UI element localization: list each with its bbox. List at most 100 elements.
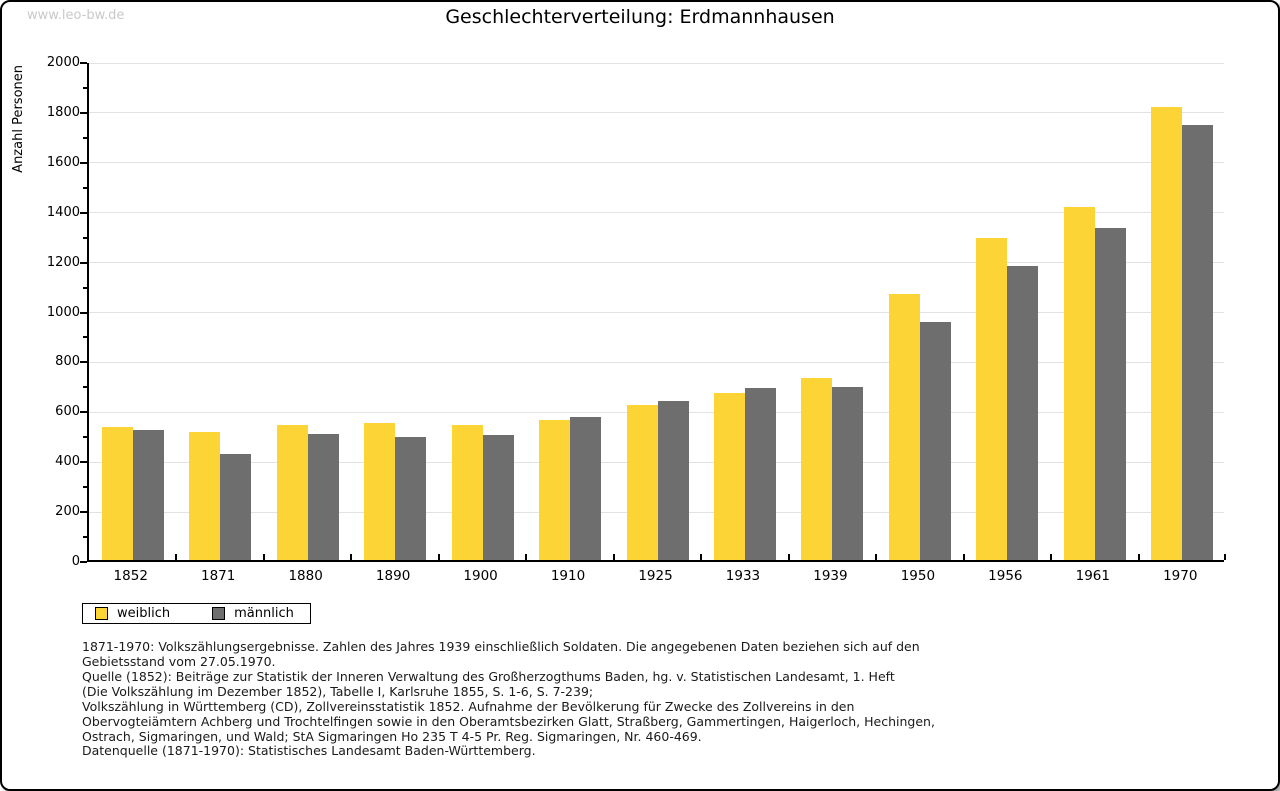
y-axis-tick (80, 111, 87, 114)
bar-weiblich (626, 404, 658, 560)
bar-männlich (919, 321, 951, 560)
x-tick-label: 1880 (288, 568, 323, 584)
x-tick-label: 1852 (113, 568, 148, 584)
bar-weiblich (888, 294, 920, 560)
bar-männlich (1007, 266, 1039, 560)
gridline (89, 262, 1224, 264)
footnote-line: 1871-1970: Volkszählungsergebnisse. Zahl… (82, 639, 920, 654)
bar-weiblich (101, 426, 133, 560)
y-tick-label: 1400 (46, 204, 80, 220)
footnote-line: Gebietsstand vom 27.05.1970. (82, 654, 276, 669)
y-axis-tick (80, 511, 87, 514)
gridline (89, 162, 1224, 164)
gridline (89, 212, 1224, 214)
bar-männlich (482, 434, 514, 560)
x-tick-label: 1950 (900, 568, 936, 584)
y-tick-label: 400 (55, 454, 80, 470)
legend-swatch-weiblich (95, 607, 108, 620)
bar-männlich (395, 437, 427, 560)
y-axis-tick (80, 261, 87, 264)
y-axis-tick (80, 211, 87, 214)
x-axis-tick (350, 554, 353, 560)
y-axis-minor-tick (83, 436, 87, 439)
x-axis-tick (962, 554, 965, 560)
bar-männlich (832, 386, 864, 560)
y-tick-label: 1200 (46, 254, 80, 270)
y-axis-tick (80, 311, 87, 314)
x-tick-label: 1910 (550, 568, 586, 584)
y-axis-tick (80, 161, 87, 164)
bar-männlich (1094, 228, 1126, 560)
y-axis-tick (80, 461, 87, 464)
legend-label: männlich (234, 606, 294, 621)
gridline (89, 112, 1224, 114)
x-tick-label: 1871 (201, 568, 236, 584)
bar-weiblich (801, 378, 833, 560)
bar-männlich (132, 430, 164, 560)
x-axis-tick (1224, 554, 1226, 560)
y-axis-tick (80, 411, 87, 414)
bar-weiblich (976, 238, 1008, 560)
y-axis-minor-tick (83, 136, 87, 139)
y-axis-minor-tick (83, 286, 87, 289)
legend-item: weiblich (95, 606, 170, 621)
footnote-line: Ostrach, Sigmaringen, und Wald; StA Sigm… (82, 729, 702, 744)
footnote-line: Volkszählung in Württemberg (CD), Zollve… (82, 699, 855, 714)
x-tick-label: 1900 (463, 568, 498, 584)
x-tick-label: 1939 (813, 568, 848, 584)
y-axis-minor-tick (83, 236, 87, 239)
footnotes: 1871-1970: Volkszählungsergebnisse. Zahl… (82, 639, 935, 744)
data-source-note: Datenquelle (1871-1970): Statistisches L… (82, 743, 536, 758)
y-axis-tick (80, 62, 87, 64)
bar-männlich (220, 454, 252, 560)
bar-männlich (1182, 124, 1214, 560)
footnote-line: Quelle (1852): Beiträge zur Statistik de… (82, 669, 895, 684)
y-tick-label: 0 (71, 554, 80, 569)
watermark: www.leo-bw.de (27, 8, 125, 23)
bar-weiblich (189, 432, 221, 560)
x-axis-tick (875, 554, 878, 560)
x-tick-label: 1970 (1163, 568, 1198, 584)
x-axis-tick (1050, 554, 1053, 560)
x-tick-label: 1961 (1075, 568, 1110, 584)
gridline (89, 361, 1224, 363)
bar-männlich (570, 417, 602, 560)
y-axis-minor-tick (83, 486, 87, 489)
bar-weiblich (1063, 207, 1095, 560)
bar-weiblich (539, 419, 571, 560)
y-axis-minor-tick (83, 386, 87, 389)
footnote-line: Obervogteiämtern Achberg und Trochtelfin… (82, 714, 935, 729)
y-axis-minor-tick (83, 536, 87, 539)
bar-weiblich (713, 393, 745, 560)
gridline (89, 312, 1224, 313)
y-tick-label: 1000 (46, 304, 80, 320)
y-axis-minor-tick (83, 336, 87, 339)
gridline (89, 62, 1224, 64)
y-tick-label: 800 (55, 354, 80, 370)
legend-label: weiblich (117, 606, 171, 621)
x-tick-label: 1956 (988, 568, 1023, 584)
x-axis-tick (700, 554, 703, 560)
x-tick-label: 1933 (725, 568, 761, 584)
y-tick-label: 1800 (46, 104, 80, 120)
bar-weiblich (1151, 106, 1183, 560)
x-axis-tick (175, 554, 178, 560)
bar-weiblich (451, 424, 483, 560)
y-tick-label: 2000 (46, 55, 80, 70)
y-tick-label: 1600 (46, 154, 80, 170)
y-axis-tick (80, 561, 87, 563)
legend-item: männlich (212, 606, 294, 621)
bar-männlich (744, 388, 776, 560)
plot-area (80, 62, 1226, 563)
x-axis-tick (525, 554, 528, 560)
x-tick-label: 1925 (638, 568, 673, 584)
bar-männlich (307, 434, 339, 560)
x-axis-tick (262, 554, 265, 560)
y-axis-tick (80, 361, 87, 364)
page-title: Geschlechterverteilung: Erdmannhausen (445, 6, 835, 28)
legend: weiblich männlich (82, 603, 311, 624)
bar-weiblich (364, 422, 396, 560)
bar-weiblich (276, 425, 308, 560)
